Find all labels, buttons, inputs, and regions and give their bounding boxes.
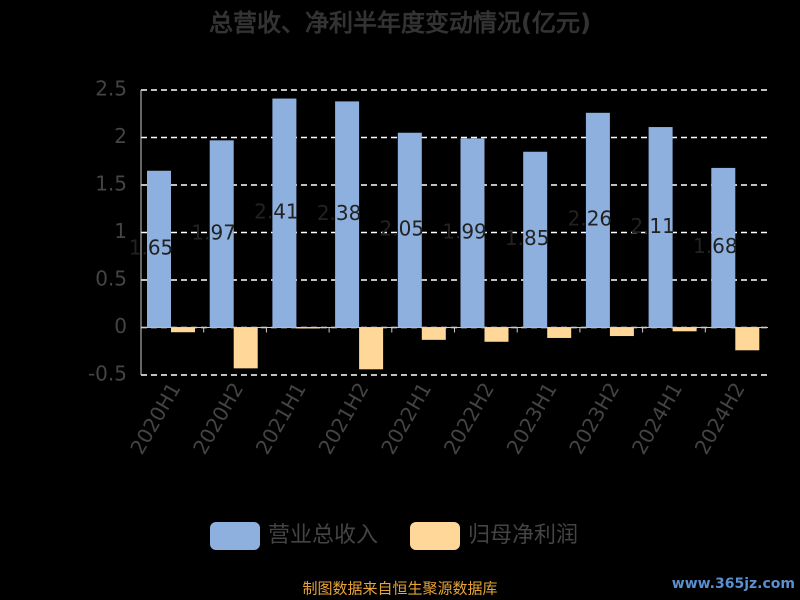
bar bbox=[609, 327, 634, 337]
data-label: 2.41 bbox=[254, 200, 299, 224]
bar bbox=[735, 327, 760, 351]
bar bbox=[233, 327, 258, 369]
x-tick-label: 2023H1 bbox=[502, 378, 562, 458]
data-label: 1.65 bbox=[129, 236, 174, 260]
bar bbox=[209, 140, 234, 328]
y-tick-label: 2 bbox=[114, 124, 127, 148]
legend-label: 归母净利润 bbox=[468, 523, 578, 548]
y-tick-label: 1.5 bbox=[95, 172, 127, 196]
x-tick-label: 2022H2 bbox=[439, 378, 499, 458]
bar bbox=[171, 327, 195, 333]
x-tick-label: 2020H1 bbox=[125, 378, 185, 458]
data-label: 2.26 bbox=[568, 207, 613, 231]
x-tick-label: 2023H2 bbox=[564, 378, 624, 458]
legend-swatch bbox=[210, 522, 260, 550]
legend-label: 营业总收入 bbox=[268, 523, 378, 548]
bar bbox=[484, 327, 509, 342]
bar bbox=[711, 167, 736, 328]
watermark: www.365jz.com bbox=[672, 576, 795, 592]
bar bbox=[421, 327, 446, 340]
data-label: 2.11 bbox=[630, 214, 675, 238]
footer: 制图数据来自恒生聚源数据库 bbox=[302, 580, 497, 598]
bar bbox=[547, 327, 572, 338]
data-label: 1.85 bbox=[505, 226, 550, 250]
bar bbox=[335, 101, 360, 328]
x-tick-label: 2020H2 bbox=[188, 378, 248, 458]
x-tick-label: 2021H2 bbox=[313, 378, 373, 458]
bar bbox=[460, 138, 485, 328]
bar bbox=[523, 151, 548, 328]
y-tick-label: 0 bbox=[114, 314, 127, 338]
data-label: 1.68 bbox=[693, 234, 738, 258]
bar bbox=[648, 127, 673, 328]
data-label: 2.38 bbox=[317, 201, 362, 225]
data-label: 1.99 bbox=[442, 219, 487, 243]
bar bbox=[672, 327, 697, 332]
bar bbox=[296, 327, 321, 329]
y-tick-label: 0.5 bbox=[95, 267, 127, 291]
x-tick-label: 2024H1 bbox=[627, 378, 687, 458]
y-tick-label: 2.5 bbox=[95, 77, 127, 101]
bar bbox=[397, 132, 422, 328]
bar bbox=[585, 112, 610, 328]
x-tick-label: 2022H1 bbox=[376, 378, 436, 458]
x-tick-label: 2024H2 bbox=[690, 378, 750, 458]
data-label: 1.97 bbox=[191, 220, 236, 244]
x-tick-label: 2021H1 bbox=[251, 378, 311, 458]
y-tick-label: -0.5 bbox=[88, 362, 127, 386]
chart-title: 总营收、净利半年度变动情况(亿元) bbox=[209, 9, 591, 37]
bar bbox=[272, 98, 297, 328]
data-label: 2.05 bbox=[380, 217, 425, 241]
y-tick-label: 1 bbox=[114, 219, 127, 243]
bar bbox=[147, 170, 171, 328]
bar bbox=[359, 327, 384, 370]
legend-swatch bbox=[410, 522, 460, 550]
